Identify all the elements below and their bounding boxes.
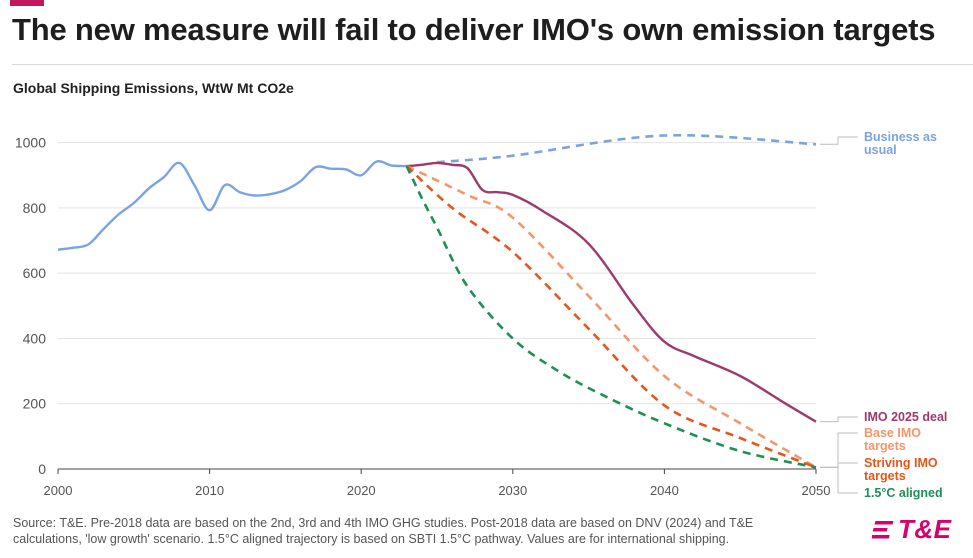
- y-tick-label: 200: [23, 396, 47, 412]
- y-tick-label: 1000: [15, 135, 46, 151]
- x-tick-label: 2000: [44, 483, 73, 498]
- logo-text: T&E: [898, 514, 952, 544]
- y-tick-label: 800: [23, 200, 47, 216]
- series-label-business-as-usual: Business as usual: [864, 130, 937, 157]
- logo-stripes-icon: [872, 520, 894, 538]
- x-tick-label: 2030: [498, 483, 527, 498]
- y-tick-label: 400: [23, 330, 47, 346]
- source-note: Source: T&E. Pre-2018 data are based on …: [13, 515, 833, 547]
- series-label-imo-2025-deal: IMO 2025 deal: [864, 410, 947, 424]
- x-tick-label: 2010: [195, 483, 224, 498]
- leader-line-business-as-usual: [820, 136, 858, 145]
- chart-subtitle: Global Shipping Emissions, WtW Mt CO2e: [13, 80, 294, 96]
- series-line-business-as-usual: [436, 133, 817, 164]
- series-label-1-5-c-aligned: 1.5°C aligned: [864, 486, 943, 500]
- y-tick-label: 600: [23, 265, 47, 281]
- te-logo: T&E: [872, 514, 952, 545]
- series-line-historical: [57, 160, 407, 251]
- title-divider: [12, 64, 973, 65]
- leader-line-striving-imo-targets: [820, 462, 858, 468]
- leader-line-imo-2025-deal: [820, 416, 858, 423]
- series-line-base-imo-targets: [406, 164, 817, 469]
- accent-bar: [10, 0, 44, 6]
- source-line-1: Source: T&E. Pre-2018 data are based on …: [13, 516, 754, 530]
- series-label-striving-imo-targets: Striving IMO targets: [864, 456, 938, 483]
- line-chart: 0 200 400 600 800 1000 2000 2010 2020 2030 2040 205…: [15, 130, 948, 500]
- series-line-striving-imo-targets: [405, 165, 817, 469]
- x-tick-label: 2040: [650, 483, 679, 498]
- source-line-2: calculations, 'low growth' scenario. 1.5…: [13, 532, 730, 546]
- series-label-base-imo-targets: Base IMO targets: [864, 426, 921, 453]
- leader-line-1-5-c-aligned: [820, 466, 858, 494]
- series-line-imo-2025-deal: [406, 161, 817, 423]
- x-tick-label: 2020: [347, 483, 376, 498]
- y-tick-label: 0: [38, 461, 46, 477]
- leader-line-base-imo-targets: [820, 432, 858, 468]
- series-line-1-5-c-aligned: [405, 165, 817, 469]
- chart-title: The new measure will fail to deliver IMO…: [12, 12, 936, 47]
- x-tick-label: 2050: [802, 483, 831, 498]
